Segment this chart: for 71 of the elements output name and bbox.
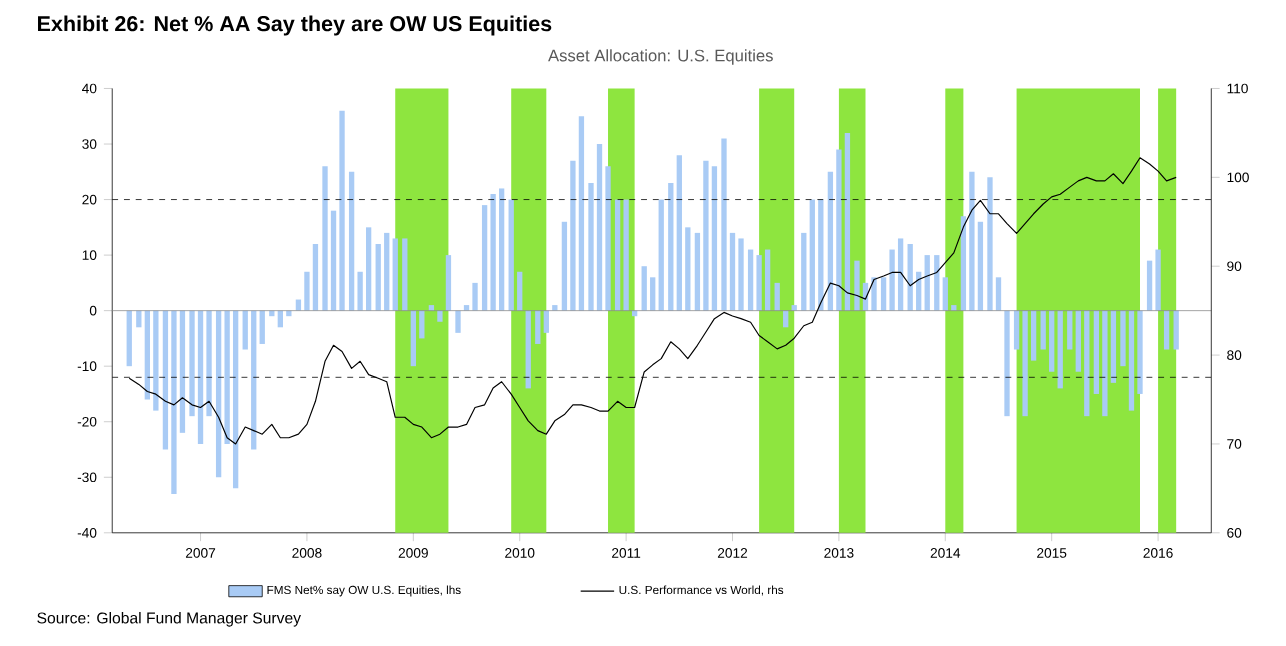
bar	[1004, 310, 1010, 416]
bar	[738, 238, 744, 311]
bar	[437, 310, 443, 322]
bar	[924, 254, 930, 311]
bar	[1057, 310, 1063, 388]
bar	[721, 138, 727, 311]
bar	[969, 171, 975, 311]
chart-subtitle: Asset Allocation: U.S. Equities	[548, 48, 773, 65]
bar	[1173, 310, 1179, 350]
bar	[907, 243, 913, 311]
bar	[171, 310, 177, 494]
bar	[472, 282, 478, 311]
bar	[197, 310, 204, 444]
bar	[854, 260, 860, 311]
bar	[490, 193, 496, 311]
bar	[783, 310, 789, 327]
bar	[153, 310, 159, 411]
bar	[410, 310, 416, 366]
chart-title: Exhibit 26: Net % AA Say they are OW US Equities	[38, 15, 552, 36]
bar	[215, 310, 222, 477]
bar	[747, 249, 754, 311]
bar	[942, 276, 948, 311]
bar	[764, 249, 771, 311]
bar	[455, 310, 461, 333]
bar	[1102, 310, 1108, 416]
bar	[126, 310, 132, 366]
bar	[1022, 310, 1028, 416]
bar	[312, 243, 319, 311]
bar	[259, 310, 265, 344]
bar	[623, 199, 629, 311]
bar	[711, 165, 718, 311]
bar	[987, 176, 993, 311]
bar	[578, 115, 585, 311]
bar	[1163, 310, 1170, 350]
bar	[348, 171, 355, 311]
bar	[1128, 310, 1135, 411]
bar	[535, 310, 541, 344]
bar	[801, 232, 807, 311]
bar	[525, 310, 531, 388]
bar	[818, 199, 824, 311]
bar	[871, 276, 877, 311]
bar	[1067, 310, 1073, 350]
bar	[596, 143, 603, 311]
bar	[508, 199, 514, 311]
bar	[756, 254, 762, 311]
bar	[498, 188, 505, 311]
bar	[844, 132, 851, 311]
bar	[322, 165, 328, 311]
bar	[392, 238, 398, 311]
bar	[1049, 310, 1055, 372]
bar	[365, 226, 372, 311]
bar	[384, 232, 390, 311]
bar	[251, 310, 257, 450]
bar	[809, 199, 815, 311]
bar	[1155, 249, 1161, 311]
bar	[658, 199, 664, 311]
bar	[676, 154, 682, 311]
bar	[934, 254, 940, 311]
bar	[402, 238, 408, 311]
bar	[703, 160, 709, 311]
bar	[614, 199, 621, 311]
bar	[543, 310, 549, 333]
bar	[668, 182, 674, 311]
bar	[897, 238, 904, 311]
bar	[641, 265, 647, 311]
bar	[136, 310, 142, 327]
bar	[1084, 310, 1090, 416]
bar	[774, 282, 780, 311]
bar	[339, 110, 345, 311]
bar	[445, 254, 452, 311]
bar	[232, 310, 239, 488]
